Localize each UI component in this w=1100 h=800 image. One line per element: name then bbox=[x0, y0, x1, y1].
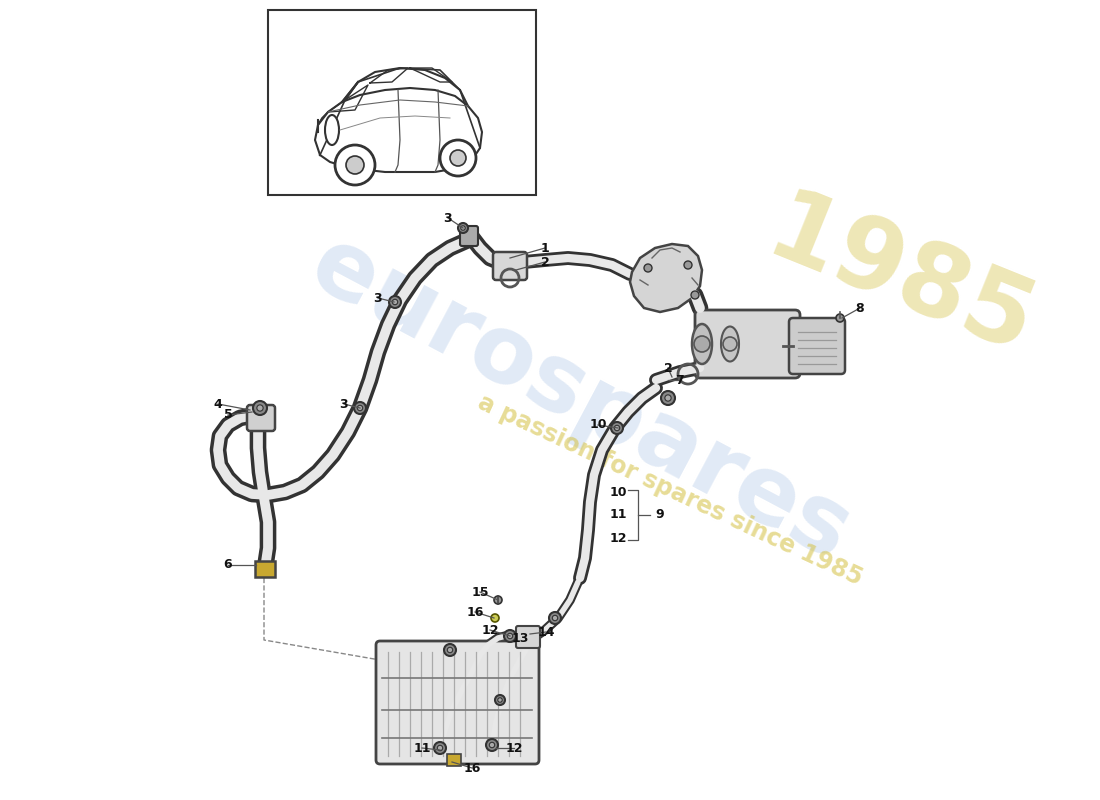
Text: 12: 12 bbox=[505, 742, 522, 754]
Circle shape bbox=[444, 644, 456, 656]
Circle shape bbox=[836, 314, 844, 322]
Circle shape bbox=[346, 156, 364, 174]
Text: 4: 4 bbox=[213, 398, 222, 410]
FancyBboxPatch shape bbox=[255, 561, 275, 577]
Circle shape bbox=[549, 612, 561, 624]
Text: 11: 11 bbox=[609, 509, 627, 522]
Text: 2: 2 bbox=[540, 255, 549, 269]
Text: 16: 16 bbox=[466, 606, 484, 618]
Circle shape bbox=[486, 739, 498, 751]
FancyBboxPatch shape bbox=[447, 754, 461, 766]
Circle shape bbox=[497, 698, 503, 702]
Text: 12: 12 bbox=[482, 623, 498, 637]
Ellipse shape bbox=[324, 115, 339, 145]
Circle shape bbox=[495, 695, 505, 705]
Circle shape bbox=[253, 401, 267, 415]
Circle shape bbox=[490, 742, 495, 748]
Circle shape bbox=[552, 615, 558, 621]
Text: 14: 14 bbox=[537, 626, 554, 638]
Circle shape bbox=[504, 630, 516, 642]
Circle shape bbox=[491, 614, 499, 622]
Text: 11: 11 bbox=[414, 742, 431, 754]
Circle shape bbox=[393, 299, 398, 305]
Circle shape bbox=[389, 296, 402, 308]
Circle shape bbox=[684, 261, 692, 269]
Text: 15: 15 bbox=[471, 586, 488, 598]
Circle shape bbox=[507, 634, 513, 638]
Text: 1: 1 bbox=[540, 242, 549, 254]
Circle shape bbox=[354, 402, 366, 414]
Text: 10: 10 bbox=[590, 418, 607, 431]
FancyBboxPatch shape bbox=[460, 226, 478, 246]
Circle shape bbox=[438, 746, 442, 750]
Text: 3: 3 bbox=[443, 211, 452, 225]
Polygon shape bbox=[630, 244, 702, 312]
Text: 13: 13 bbox=[512, 631, 529, 645]
Text: 6: 6 bbox=[223, 558, 232, 571]
Text: 9: 9 bbox=[656, 509, 664, 522]
Text: a passion for spares since 1985: a passion for spares since 1985 bbox=[474, 390, 866, 590]
Circle shape bbox=[694, 336, 710, 352]
Circle shape bbox=[661, 391, 675, 405]
Text: 3: 3 bbox=[374, 291, 383, 305]
Circle shape bbox=[336, 145, 375, 185]
Circle shape bbox=[450, 150, 466, 166]
Ellipse shape bbox=[720, 326, 739, 362]
Circle shape bbox=[664, 395, 671, 401]
Circle shape bbox=[723, 337, 737, 351]
Circle shape bbox=[494, 596, 502, 604]
FancyBboxPatch shape bbox=[248, 405, 275, 431]
Circle shape bbox=[461, 226, 465, 230]
Circle shape bbox=[691, 291, 698, 299]
Circle shape bbox=[257, 405, 263, 411]
Text: 3: 3 bbox=[340, 398, 349, 410]
Text: eurospares: eurospares bbox=[295, 219, 866, 581]
Text: 2: 2 bbox=[663, 362, 672, 374]
Text: 1985: 1985 bbox=[752, 183, 1047, 377]
Circle shape bbox=[358, 406, 363, 410]
Text: 12: 12 bbox=[609, 531, 627, 545]
FancyBboxPatch shape bbox=[493, 252, 527, 280]
Circle shape bbox=[448, 647, 453, 653]
Circle shape bbox=[644, 264, 652, 272]
Text: 16: 16 bbox=[463, 762, 481, 774]
Circle shape bbox=[610, 422, 623, 434]
Circle shape bbox=[440, 140, 476, 176]
Circle shape bbox=[458, 223, 468, 233]
Text: 10: 10 bbox=[609, 486, 627, 498]
Circle shape bbox=[614, 426, 619, 430]
FancyBboxPatch shape bbox=[789, 318, 845, 374]
Ellipse shape bbox=[692, 324, 712, 364]
FancyBboxPatch shape bbox=[695, 310, 800, 378]
Circle shape bbox=[434, 742, 446, 754]
Text: 5: 5 bbox=[223, 409, 232, 422]
FancyBboxPatch shape bbox=[376, 641, 539, 764]
Text: 8: 8 bbox=[856, 302, 865, 314]
Bar bbox=[268, 10, 536, 195]
Text: 7: 7 bbox=[675, 374, 684, 386]
FancyBboxPatch shape bbox=[516, 626, 540, 648]
